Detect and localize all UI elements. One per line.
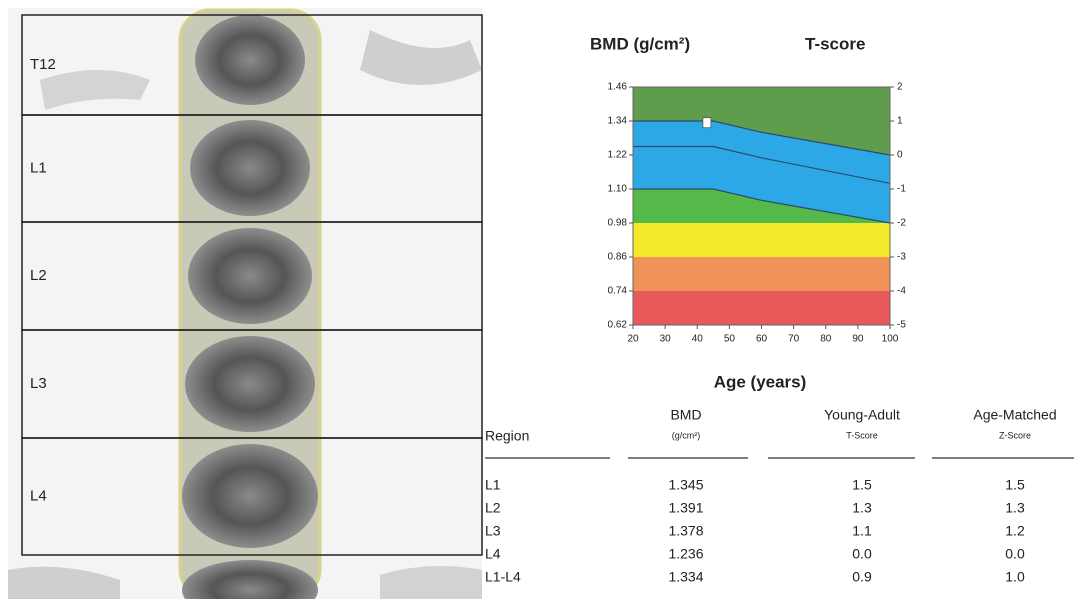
y2-tick-label: -3 [897, 252, 906, 263]
table-header: Young-Adult [824, 407, 900, 423]
y-tick-label: 1.22 [608, 150, 628, 161]
table-cell: 1.3 [1005, 500, 1025, 516]
y-tick-label: 0.98 [608, 218, 628, 229]
x-tick-label: 100 [882, 334, 899, 345]
x-tick-label: 30 [660, 334, 672, 345]
table-cell: L2 [485, 500, 501, 516]
vertebra-label: L4 [30, 487, 47, 504]
table-cell: 1.5 [852, 477, 872, 493]
y2-tick-label: 2 [897, 82, 903, 93]
reference-curve [633, 188, 891, 224]
table-subheader: T-Score [846, 430, 878, 440]
table-cell: 0.9 [852, 569, 872, 585]
chart-title: BMD (g/cm²) [590, 34, 690, 53]
y-tick-label: 0.86 [608, 252, 628, 263]
table-cell: 1.3 [852, 500, 872, 516]
y-tick-label: 1.34 [608, 116, 628, 127]
y-tick-label: 0.74 [608, 286, 628, 297]
table-subheader: Z-Score [999, 430, 1031, 440]
vertebra-label: T12 [30, 56, 56, 73]
table-cell: 0.0 [1005, 546, 1025, 562]
scan-image [8, 8, 483, 599]
table-cell: 1.1 [852, 523, 872, 539]
table-cell: 1.378 [668, 523, 703, 539]
table-cell: 1.391 [668, 500, 703, 516]
reference-band [633, 257, 890, 291]
reference-band [633, 223, 890, 257]
y-tick-label: 1.10 [608, 184, 628, 195]
reference-curve [633, 145, 891, 184]
y2-tick-label: 0 [897, 150, 903, 161]
table-cell: L3 [485, 523, 501, 539]
y2-tick-label: -1 [897, 184, 906, 195]
y-tick-label: 0.62 [608, 320, 628, 331]
patient-marker [702, 117, 712, 129]
table-cell: 1.5 [1005, 477, 1025, 493]
table-header: BMD [670, 407, 701, 423]
table-cell: 1.345 [668, 477, 703, 493]
table-cell: 1.334 [668, 569, 703, 585]
vertebra-label: L3 [30, 375, 47, 392]
y2-axis-title: T-score [805, 34, 865, 53]
y-tick-label: 1.46 [608, 82, 628, 93]
y2-tick-label: 1 [897, 116, 903, 127]
vertebra-label: L1 [30, 159, 47, 176]
table-cell: 1.236 [668, 546, 703, 562]
table-header: Age-Matched [973, 407, 1056, 423]
x-tick-label: 60 [756, 334, 768, 345]
table-cell: 1.2 [1005, 523, 1025, 539]
table-subheader: (g/cm²) [672, 430, 701, 440]
x-tick-label: 70 [788, 334, 800, 345]
y2-tick-label: -4 [897, 286, 906, 297]
table-cell: L1-L4 [485, 569, 521, 585]
x-axis-title: Age (years) [714, 372, 807, 391]
table-cell: 1.0 [1005, 569, 1025, 585]
reference-band [633, 291, 890, 325]
x-tick-label: 80 [820, 334, 832, 345]
reference-curve [633, 120, 891, 156]
x-tick-label: 90 [852, 334, 864, 345]
table-header: Region [485, 428, 529, 444]
x-tick-label: 20 [627, 334, 639, 345]
table-cell: 0.0 [852, 546, 872, 562]
table-cell: L4 [485, 546, 501, 562]
y2-tick-label: -5 [897, 320, 906, 331]
x-tick-label: 50 [724, 334, 736, 345]
vertebra-label: L2 [30, 267, 47, 284]
table-cell: L1 [485, 477, 501, 493]
x-tick-label: 40 [692, 334, 704, 345]
y2-tick-label: -2 [897, 218, 906, 229]
